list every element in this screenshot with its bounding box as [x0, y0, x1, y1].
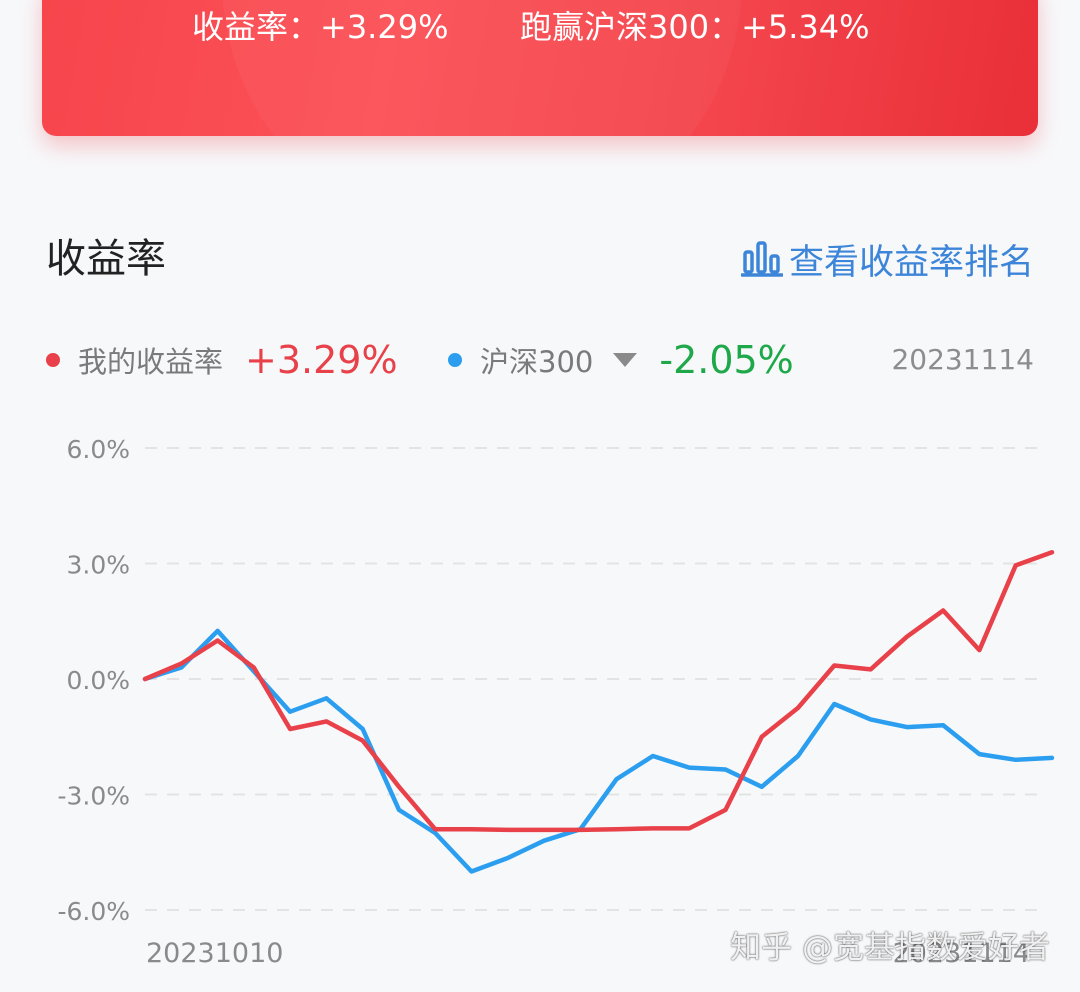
watermark: 知乎 @宽基指数爱好者: [730, 930, 1050, 966]
legend-value-my-return: +3.29%: [245, 338, 398, 382]
summary-banner: 收益率：+3.29% 跑赢沪深300：+5.34%: [42, 0, 1038, 136]
bar-chart-icon: [740, 241, 783, 277]
legend-hs300[interactable]: 沪深300 -2.05%: [448, 332, 794, 388]
x-start-label: 20231010: [146, 938, 283, 969]
y-tick-label: -6.0%: [57, 897, 130, 926]
banner-beat-index-text: 跑赢沪深300：+5.34%: [520, 8, 870, 46]
legend-my-return[interactable]: 我的收益率 +3.29%: [46, 332, 398, 388]
series-line-my-return: [142, 550, 1055, 833]
legend-value-hs300: -2.05%: [659, 338, 794, 382]
y-tick-label: 3.0%: [66, 551, 130, 580]
legend-date: 20231114: [891, 343, 1034, 376]
legend-label-my-return: 我的收益率: [78, 345, 224, 379]
y-tick-label: 0.0%: [66, 666, 130, 695]
series-line-hs300: [142, 628, 1055, 874]
y-tick-label: -3.0%: [57, 782, 130, 811]
section-title: 收益率: [46, 236, 166, 282]
x-end-label: 20231114: [893, 938, 1030, 969]
y-tick-label: 6.0%: [66, 435, 130, 464]
index-dropdown-caret-icon[interactable]: [613, 353, 638, 367]
view-return-ranking-link[interactable]: 查看收益率排名: [740, 232, 1034, 286]
view-return-ranking-label: 查看收益率排名: [788, 242, 1034, 283]
legend-dot-my-return: [46, 353, 60, 367]
legend-label-hs300: 沪深300: [480, 345, 594, 379]
legend-dot-hs300: [448, 353, 462, 367]
banner-return-text: 收益率：+3.29%: [192, 8, 449, 46]
return-line-chart[interactable]: 6.0% 3.0% 0.0% -3.0% -6.0% 20231010 20231114: [0, 420, 1080, 980]
